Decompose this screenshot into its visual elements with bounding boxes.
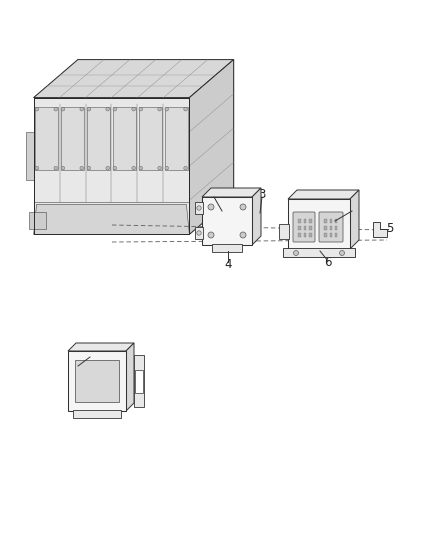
Circle shape: [339, 251, 345, 255]
Bar: [335, 226, 338, 230]
Bar: [288, 199, 350, 249]
Bar: [309, 226, 311, 230]
Circle shape: [54, 166, 57, 170]
Bar: [283, 248, 355, 257]
Bar: [73, 410, 121, 418]
Circle shape: [80, 166, 84, 170]
Polygon shape: [34, 60, 233, 98]
Circle shape: [158, 166, 161, 170]
Bar: [304, 233, 306, 237]
Text: 7: 7: [72, 361, 80, 375]
Circle shape: [165, 107, 169, 111]
Bar: [61, 107, 84, 170]
Circle shape: [87, 107, 91, 111]
Circle shape: [35, 166, 39, 170]
Circle shape: [158, 107, 161, 111]
Polygon shape: [126, 343, 134, 411]
Bar: [324, 233, 326, 237]
FancyBboxPatch shape: [293, 212, 315, 242]
Circle shape: [293, 251, 299, 255]
Bar: [309, 219, 311, 223]
Text: 5: 5: [386, 222, 394, 236]
Circle shape: [54, 107, 57, 111]
Text: 1: 1: [349, 203, 357, 215]
Bar: [335, 233, 338, 237]
Circle shape: [208, 204, 214, 210]
Text: 2: 2: [210, 189, 218, 201]
Circle shape: [113, 107, 117, 111]
Polygon shape: [68, 343, 134, 351]
Bar: [202, 197, 252, 245]
Bar: [195, 227, 203, 239]
Bar: [324, 219, 326, 223]
Text: 4: 4: [224, 257, 232, 271]
Circle shape: [80, 107, 84, 111]
Polygon shape: [34, 204, 189, 235]
FancyBboxPatch shape: [319, 212, 343, 242]
Circle shape: [197, 206, 201, 210]
Bar: [139, 107, 162, 170]
Circle shape: [87, 166, 91, 170]
Bar: [75, 360, 119, 402]
Circle shape: [139, 107, 142, 111]
Polygon shape: [252, 188, 261, 245]
Polygon shape: [350, 190, 359, 249]
Text: 6: 6: [324, 256, 332, 270]
Bar: [298, 233, 300, 237]
Bar: [212, 244, 242, 252]
Circle shape: [106, 166, 110, 170]
Circle shape: [197, 231, 201, 235]
Circle shape: [240, 232, 246, 238]
Bar: [298, 226, 300, 230]
Circle shape: [240, 204, 246, 210]
Bar: [68, 351, 126, 411]
Circle shape: [35, 107, 39, 111]
Bar: [329, 219, 332, 223]
Circle shape: [184, 166, 187, 170]
Circle shape: [61, 166, 65, 170]
Bar: [279, 224, 289, 239]
Polygon shape: [288, 190, 359, 199]
Bar: [309, 233, 311, 237]
Bar: [113, 107, 136, 170]
Polygon shape: [202, 188, 261, 197]
Bar: [195, 202, 203, 214]
Bar: [134, 355, 144, 407]
Circle shape: [165, 166, 169, 170]
Circle shape: [106, 107, 110, 111]
Polygon shape: [25, 132, 34, 180]
Bar: [329, 233, 332, 237]
Circle shape: [139, 166, 142, 170]
Circle shape: [61, 107, 65, 111]
Circle shape: [132, 107, 135, 111]
Bar: [165, 107, 187, 170]
Bar: [135, 370, 143, 393]
Bar: [304, 226, 306, 230]
Bar: [304, 219, 306, 223]
Polygon shape: [189, 60, 233, 235]
Bar: [335, 219, 338, 223]
Bar: [298, 219, 300, 223]
Circle shape: [132, 166, 135, 170]
Circle shape: [184, 107, 187, 111]
Bar: [329, 226, 332, 230]
Circle shape: [208, 232, 214, 238]
Circle shape: [113, 166, 117, 170]
Bar: [324, 226, 326, 230]
Bar: [87, 107, 110, 170]
Text: 3: 3: [258, 189, 266, 201]
Polygon shape: [34, 98, 189, 235]
Polygon shape: [28, 212, 46, 229]
Bar: [35, 107, 58, 170]
Polygon shape: [373, 222, 387, 237]
